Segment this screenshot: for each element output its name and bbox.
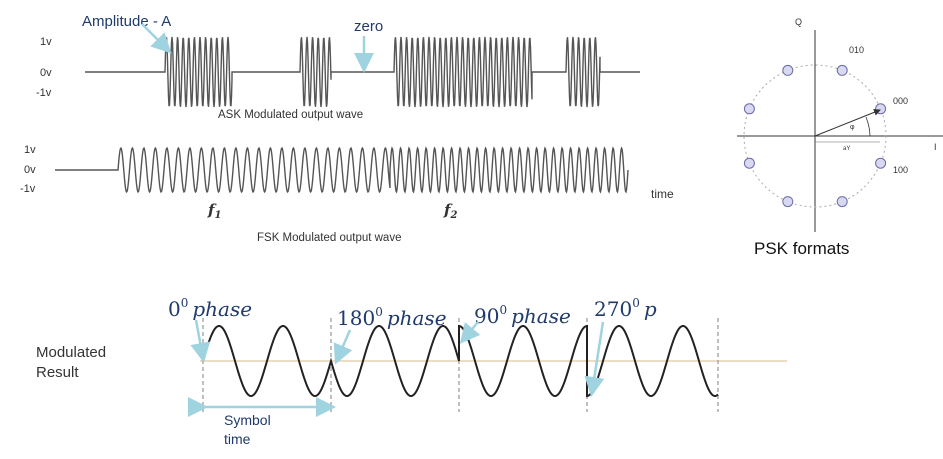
- psk-point-000: 000: [893, 96, 908, 106]
- psk-constellation: Q I 010 000 100 φ aY: [737, 17, 943, 232]
- psk-constellation-point: [743, 157, 755, 169]
- psk-constellation-point: [782, 64, 794, 76]
- psk-symbol-dividers: [202, 318, 719, 412]
- ask-annot-zero: zero: [354, 18, 383, 35]
- fsk-caption: FSK Modulated output wave: [257, 232, 401, 244]
- fsk-wave: [55, 146, 629, 194]
- psk-point-010: 010: [849, 45, 864, 55]
- ask-caption: ASK Modulated output wave: [218, 109, 363, 121]
- psk-caption: PSK formats: [754, 239, 849, 258]
- psk-result-line2: Result: [36, 364, 79, 381]
- fsk-label-0v: 0v: [24, 164, 36, 176]
- psk-phi-arc: [865, 116, 871, 137]
- ask-amplitude-arrow: [141, 23, 172, 54]
- ask-annot-amplitude: Amplitude - A: [82, 13, 171, 30]
- fsk-label-1v: 1v: [24, 144, 36, 156]
- psk-points: [743, 64, 887, 208]
- ask-label-0v: 0v: [40, 67, 52, 79]
- ask-wave: [85, 36, 640, 108]
- ask-label-1v: 1v: [40, 36, 52, 48]
- psk-constellation-point: [782, 196, 794, 208]
- phase-180-label: 1800 phase: [337, 305, 447, 330]
- fsk-label-m1v: -1v: [20, 183, 36, 195]
- phase-90-label: 900 phase: [474, 303, 571, 328]
- psk-constellation-point: [875, 103, 887, 115]
- psk-point-100: 100: [893, 165, 908, 175]
- fsk-time-label: time: [651, 187, 674, 201]
- psk-constellation-point: [836, 196, 848, 208]
- symbol-time-line1: Symbol: [224, 412, 271, 428]
- psk-phi-label: φ: [850, 124, 855, 131]
- psk-a-label: aY: [843, 146, 850, 152]
- fsk-f1-label: f1: [207, 201, 221, 221]
- psk-circle: [743, 64, 887, 208]
- psk-result-line1: Modulated: [36, 344, 106, 361]
- psk-axis-i: I: [934, 142, 937, 152]
- symbol-time-line2: time: [224, 431, 251, 447]
- phase-0-arrow: [190, 319, 211, 363]
- phase-0-label: 00 phase: [168, 296, 252, 321]
- psk-constellation-point: [875, 157, 887, 169]
- phase-180-arrow: [333, 329, 353, 365]
- phase-90-arrow: [459, 321, 481, 344]
- phase-270-label: 2700 p: [594, 296, 657, 321]
- phase-270-arrow: [584, 321, 605, 397]
- psk-constellation-point: [743, 103, 755, 115]
- psk-vector-arrow: [814, 108, 881, 137]
- ask-label-m1v: -1v: [36, 87, 52, 99]
- psk-axis-q: Q: [795, 17, 802, 27]
- fsk-f2-label: f2: [443, 201, 457, 221]
- psk-constellation-point: [836, 64, 848, 76]
